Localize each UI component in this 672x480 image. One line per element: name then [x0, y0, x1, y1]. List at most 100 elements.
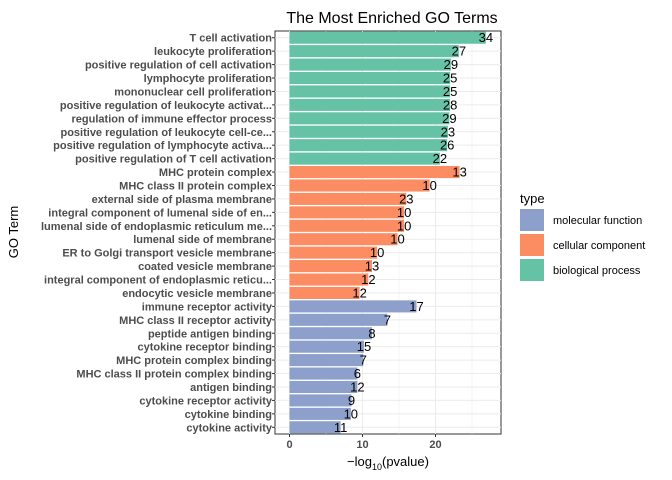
bar-count-label: 23 — [441, 124, 455, 139]
bar — [289, 125, 448, 138]
bar — [289, 31, 486, 44]
bar — [289, 354, 364, 367]
bar-count-label: 10 — [344, 406, 358, 421]
bar-count-label: 28 — [443, 97, 457, 112]
y-tick-label: MHC class II receptor activity — [119, 315, 273, 327]
bar — [289, 58, 451, 71]
legend-label: molecular function — [553, 215, 642, 227]
x-tick-label: 10 — [356, 439, 368, 451]
y-tick-label: positive regulation of lymphocyte activa… — [53, 140, 272, 152]
bar-count-label: 25 — [443, 71, 457, 86]
bars — [289, 31, 486, 434]
legend-key — [520, 209, 544, 231]
y-tick-label: cytokine binding — [185, 409, 272, 421]
y-tick-label: immune receptor activity — [142, 301, 273, 313]
y-tick-label: endocytic vesicle membrane — [122, 288, 272, 300]
bar — [289, 112, 450, 125]
y-tick-label: external side of plasma membrane — [92, 194, 272, 206]
bar-count-label: 29 — [442, 111, 456, 126]
bar — [289, 206, 405, 219]
y-axis-title: GO Term — [6, 206, 21, 259]
y-tick-label: MHC class II protein complex — [119, 180, 273, 192]
y-tick-label: MHC class II protein complex binding — [76, 369, 272, 381]
bar — [289, 380, 358, 394]
bar-count-label: 13 — [365, 259, 379, 274]
y-tick-label: T cell activation — [189, 33, 272, 45]
y-tick-label: positive regulation of cell activation — [85, 60, 272, 72]
bar — [289, 85, 451, 98]
bar-count-label: 12 — [352, 285, 366, 300]
legend-key — [520, 234, 544, 256]
bar-count-label: 12 — [350, 379, 364, 394]
y-tick-label: lumenal side of membrane — [133, 234, 272, 246]
x-tick-label: 20 — [429, 439, 441, 451]
legend-key — [520, 259, 544, 281]
bar-count-label: 8 — [368, 326, 375, 341]
y-tick-label: MHC protein complex — [159, 167, 273, 179]
bar-count-label: 7 — [360, 353, 367, 368]
y-tick-label: cytokine receptor binding — [138, 342, 272, 354]
bar-count-label: 10 — [422, 178, 436, 193]
bar-count-label: 7 — [384, 312, 391, 327]
bar-count-label: 25 — [443, 84, 457, 99]
bar — [289, 71, 451, 85]
y-tick-label: lymphocyte proliferation — [144, 73, 273, 85]
bar — [289, 139, 448, 152]
y-tick-label: lumenal side of endoplasmic reticulum me… — [41, 221, 272, 233]
bar-count-label: 10 — [397, 205, 411, 220]
bar-count-label: 10 — [370, 245, 384, 260]
x-axis-title-subscript: 10 — [372, 462, 382, 472]
y-tick-label: integral component of endoplasmic reticu… — [44, 275, 272, 287]
bar-count-label: 10 — [390, 232, 404, 247]
x-axis-title: −log10(pvalue) — [347, 454, 429, 472]
bar-count-label: 15 — [357, 339, 371, 354]
y-tick-label: integral component of lumenal side of en… — [48, 207, 272, 219]
bar-count-label: 13 — [452, 165, 466, 180]
bar-count-label: 27 — [452, 44, 466, 59]
bar — [289, 192, 407, 205]
y-tick-label: cytokine activity — [186, 422, 272, 434]
y-tick-label: peptide antigen binding — [148, 328, 272, 340]
bar — [289, 233, 398, 246]
legend: type molecular function cellular componen… — [520, 191, 645, 281]
legend-title: type — [520, 191, 545, 206]
x-tick-label: 0 — [286, 439, 292, 451]
y-tick-label: mononuclear cell proliferation — [114, 86, 272, 98]
bar — [289, 286, 360, 299]
y-tick-label: ER to Golgi transport vesicle membrane — [62, 248, 272, 260]
bar-count-label: 29 — [444, 57, 458, 72]
y-tick-label: positive regulation of leukocyte activat… — [60, 100, 272, 112]
x-axis-title-prefix: −log — [347, 454, 372, 469]
bar — [289, 166, 460, 179]
bar-count-label: 26 — [440, 138, 454, 153]
bar-count-label: 34 — [479, 30, 493, 45]
bar — [289, 394, 352, 407]
bar-count-label: 11 — [334, 420, 348, 435]
bar — [289, 179, 430, 192]
bar — [289, 327, 372, 340]
y-tick-label: leukocyte proliferation — [154, 46, 272, 58]
bar — [289, 340, 364, 353]
bar — [289, 367, 358, 380]
bar-count-label: 10 — [397, 218, 411, 233]
bar — [289, 246, 378, 259]
bar — [289, 421, 341, 434]
bar-count-label: 17 — [409, 299, 423, 314]
x-tick-labels: 0 10 20 — [286, 434, 442, 451]
bar-count-label: 12 — [361, 272, 375, 287]
bar-count-label: 22 — [433, 151, 447, 166]
y-tick-label: MHC protein complex binding — [116, 355, 272, 367]
y-tick-label: cytokine receptor activity — [139, 395, 273, 407]
bar — [289, 313, 388, 326]
bar — [289, 219, 405, 232]
bar — [289, 98, 451, 111]
bar — [289, 273, 369, 286]
y-tick-label: antigen binding — [190, 382, 272, 394]
bar-count-label: 23 — [399, 191, 413, 206]
plot-panel — [274, 30, 502, 435]
bar-count-label: 6 — [354, 366, 361, 381]
bar-count-labels: 3427292525282923262213102310101010131212… — [334, 30, 493, 435]
bar — [289, 300, 417, 313]
